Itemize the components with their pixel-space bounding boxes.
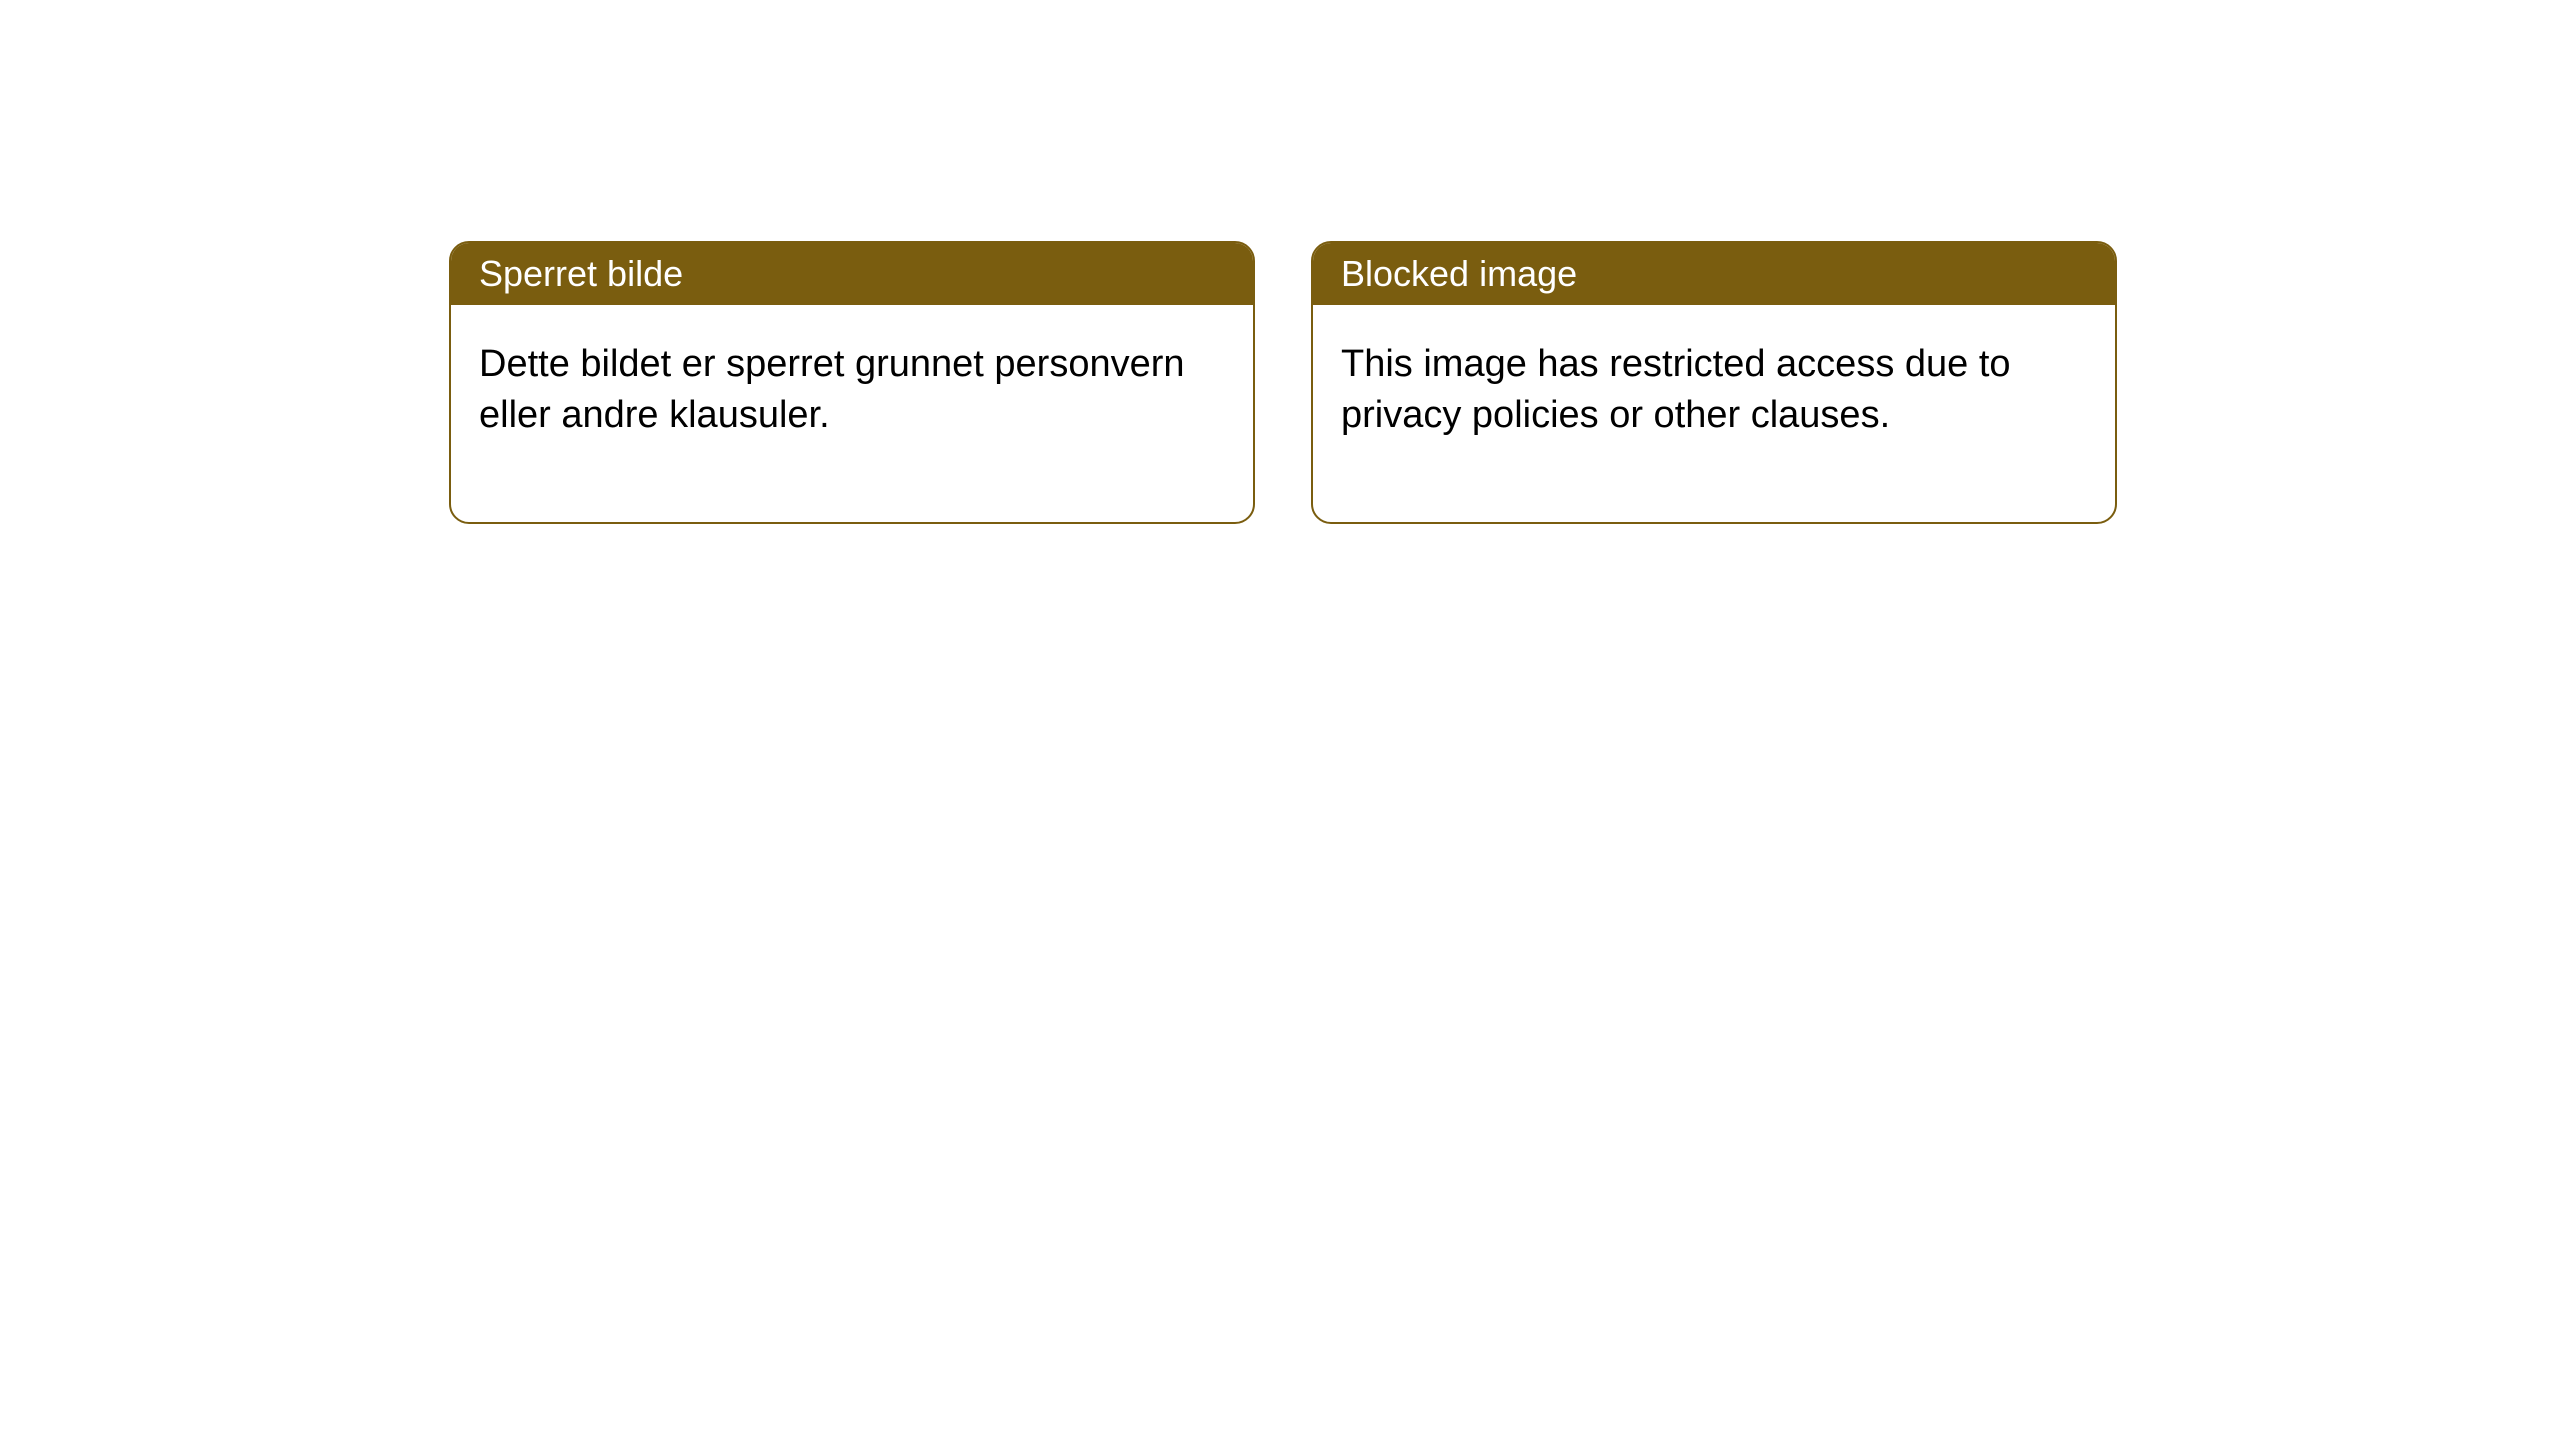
card-body: Dette bildet er sperret grunnet personve… bbox=[451, 305, 1253, 522]
card-body-text: This image has restricted access due to … bbox=[1341, 343, 2011, 436]
blocked-image-card-no: Sperret bilde Dette bildet er sperret gr… bbox=[449, 241, 1255, 524]
card-header: Sperret bilde bbox=[451, 243, 1253, 305]
card-title: Blocked image bbox=[1341, 253, 1577, 294]
card-body-text: Dette bildet er sperret grunnet personve… bbox=[479, 343, 1185, 436]
blocked-image-card-en: Blocked image This image has restricted … bbox=[1311, 241, 2117, 524]
card-container: Sperret bilde Dette bildet er sperret gr… bbox=[449, 241, 2117, 524]
card-header: Blocked image bbox=[1313, 243, 2115, 305]
card-title: Sperret bilde bbox=[479, 253, 683, 294]
card-body: This image has restricted access due to … bbox=[1313, 305, 2115, 522]
